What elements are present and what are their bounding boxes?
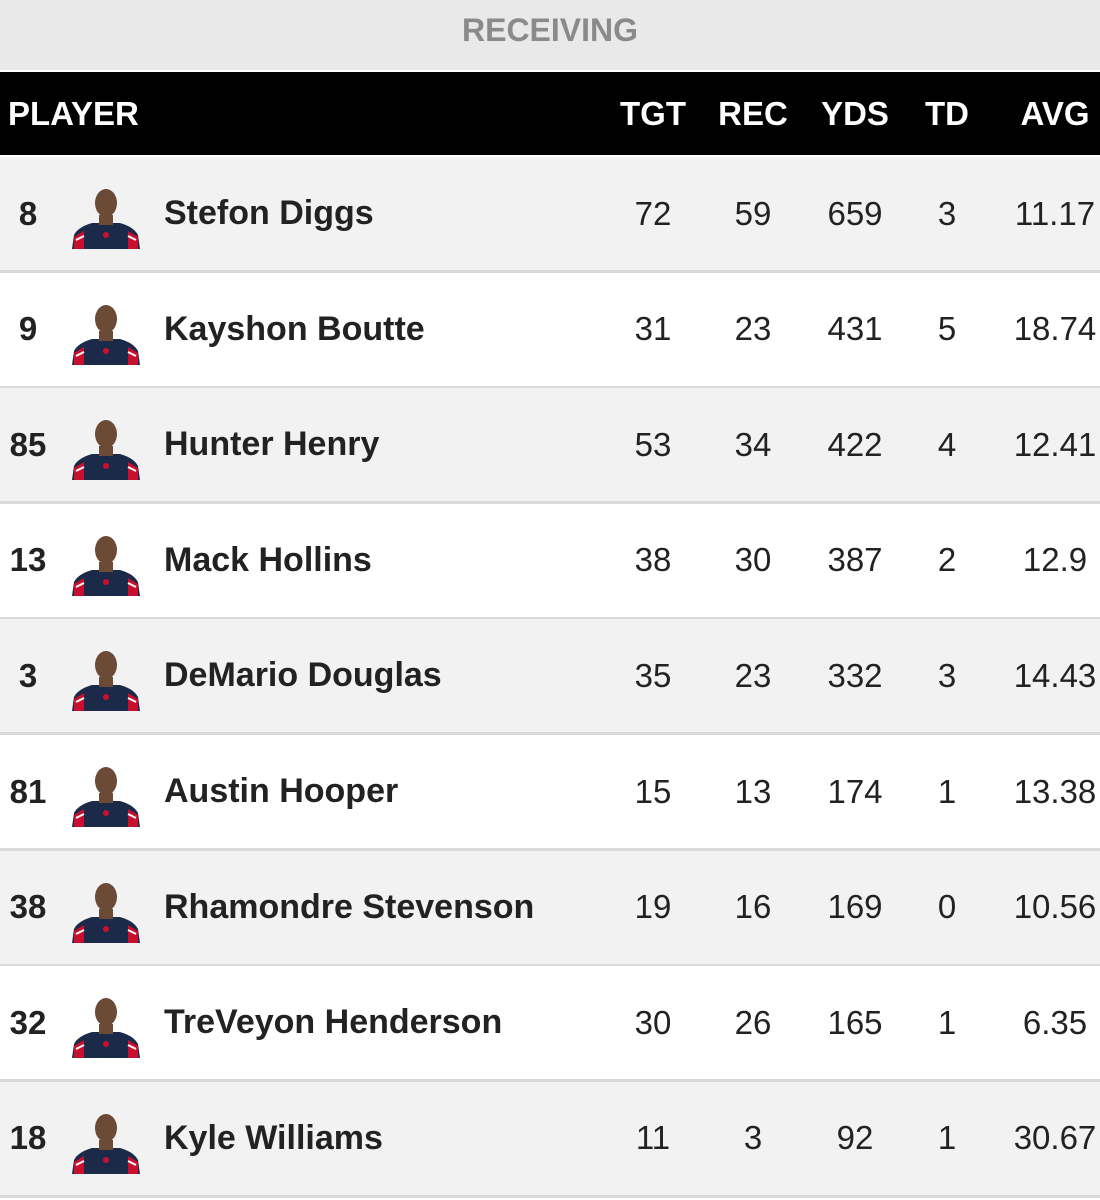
stat-yds: 169: [827, 888, 883, 926]
player-avatar: [70, 303, 142, 370]
player-photo: [72, 420, 140, 481]
player-avatar: [70, 765, 142, 832]
section-title: RECEIVING: [0, 0, 1100, 70]
player-photo: [72, 651, 140, 712]
table-row: 85 Hunter Henry 53 34 422 4 12.41: [0, 388, 1100, 505]
stat-avg: 11.17: [1014, 194, 1096, 232]
stat-td: 5: [937, 310, 957, 348]
table-row: 38 Rhamondre Stevenson 19 16 169 0 10.56: [0, 850, 1100, 967]
stat-td: 3: [937, 656, 957, 694]
stat-rec: 59: [734, 194, 772, 232]
player-photo: [72, 767, 140, 827]
stat-rec: 3: [743, 1119, 763, 1157]
jersey-number: 3: [18, 656, 38, 694]
table-row: 8 Stefon Diggs 72 59 659 3 11.17: [0, 157, 1100, 273]
player-avatar: [70, 534, 142, 601]
stat-yds: 165: [827, 1003, 883, 1041]
table-row: 13 Mack Hollins 38 30 387 2 12.9: [0, 503, 1100, 620]
column-header: PLAYER: [8, 94, 139, 132]
player-avatar: [70, 187, 142, 254]
jersey-number: 13: [9, 541, 47, 579]
stat-yds: 92: [836, 1119, 874, 1157]
column-header: TD: [925, 94, 969, 132]
stat-tgt: 53: [634, 425, 672, 463]
jersey-number: 85: [9, 425, 47, 463]
player-name: Rhamondre Stevenson: [164, 887, 535, 926]
column-header: TGT: [620, 94, 686, 132]
table-row: 9 Kayshon Boutte 31 23 431 5 18.74: [0, 272, 1100, 389]
player-photo: [72, 535, 140, 596]
stat-td: 0: [937, 888, 957, 926]
player-name: Hunter Henry: [164, 425, 380, 464]
stat-tgt: 38: [634, 541, 672, 579]
stat-avg: 30.67: [1013, 1119, 1097, 1157]
stat-avg: 10.56: [1013, 888, 1097, 926]
jersey-number: 38: [9, 888, 47, 926]
stat-td: 1: [937, 1119, 957, 1157]
player-avatar: [70, 649, 142, 716]
stat-tgt: 72: [634, 194, 672, 232]
player-avatar: [70, 1112, 142, 1179]
stat-tgt: 31: [634, 310, 672, 348]
stat-yds: 422: [827, 425, 883, 463]
stat-tgt: 15: [634, 772, 672, 810]
table-row: 81 Austin Hooper 15 13 174 1 13.38: [0, 735, 1100, 851]
stat-tgt: 30: [634, 1003, 672, 1041]
jersey-number: 32: [9, 1003, 47, 1041]
stat-tgt: 19: [634, 888, 672, 926]
player-name: Stefon Diggs: [164, 194, 374, 232]
stat-td: 2: [937, 541, 957, 579]
jersey-number: 81: [9, 772, 47, 810]
stat-avg: 13.38: [1013, 772, 1097, 810]
player-name: TreVeyon Henderson: [164, 1003, 503, 1042]
stat-yds: 431: [827, 310, 883, 348]
stat-td: 1: [937, 1003, 957, 1041]
stat-tgt: 35: [634, 656, 672, 694]
stat-rec: 30: [734, 541, 772, 579]
table-row: 18 Kyle Williams 11 3 92 1 30.67: [0, 1081, 1100, 1198]
player-photo: [72, 304, 140, 365]
table-row: 3 DeMario Douglas 35 23 332 3 14.43: [0, 619, 1100, 736]
jersey-number: 18: [9, 1119, 47, 1157]
stat-avg: 6.35: [1022, 1003, 1088, 1041]
player-name: Austin Hooper: [164, 772, 399, 810]
stat-rec: 26: [734, 1003, 772, 1041]
player-name: DeMario Douglas: [164, 656, 442, 695]
player-photo: [72, 189, 140, 249]
jersey-number: 9: [18, 310, 38, 348]
player-photo: [72, 1113, 140, 1174]
player-avatar: [70, 996, 142, 1063]
jersey-number: 8: [18, 194, 38, 232]
stat-avg: 18.74: [1013, 310, 1097, 348]
stat-td: 1: [937, 772, 957, 810]
player-name: Mack Hollins: [164, 540, 372, 579]
column-header: REC: [718, 94, 788, 132]
stat-rec: 23: [734, 656, 772, 694]
stat-yds: 659: [827, 194, 883, 232]
stat-rec: 34: [734, 425, 772, 463]
column-header: YDS: [821, 94, 889, 132]
column-header: AVG: [1020, 94, 1090, 132]
player-photo: [72, 998, 140, 1059]
stat-rec: 16: [734, 888, 772, 926]
table-row: 32 TreVeyon Henderson 30 26 165 1 6.35: [0, 966, 1100, 1083]
stat-avg: 12.41: [1013, 425, 1097, 463]
player-photo: [72, 882, 140, 943]
stat-rec: 13: [734, 772, 772, 810]
table-header: PLAYER TGT REC YDS TD AVG: [0, 72, 1100, 155]
stat-tgt: 11: [635, 1119, 671, 1157]
stat-yds: 387: [827, 541, 883, 579]
stat-yds: 174: [827, 772, 883, 810]
stat-avg: 12.9: [1022, 541, 1088, 579]
player-avatar: [70, 418, 142, 485]
player-avatar: [70, 881, 142, 948]
stat-rec: 23: [734, 310, 772, 348]
stat-avg: 14.43: [1013, 656, 1097, 694]
player-name: Kayshon Boutte: [164, 309, 425, 348]
stat-td: 3: [937, 194, 957, 232]
stat-yds: 332: [827, 656, 883, 694]
stat-td: 4: [937, 425, 957, 463]
player-name: Kyle Williams: [164, 1118, 383, 1157]
